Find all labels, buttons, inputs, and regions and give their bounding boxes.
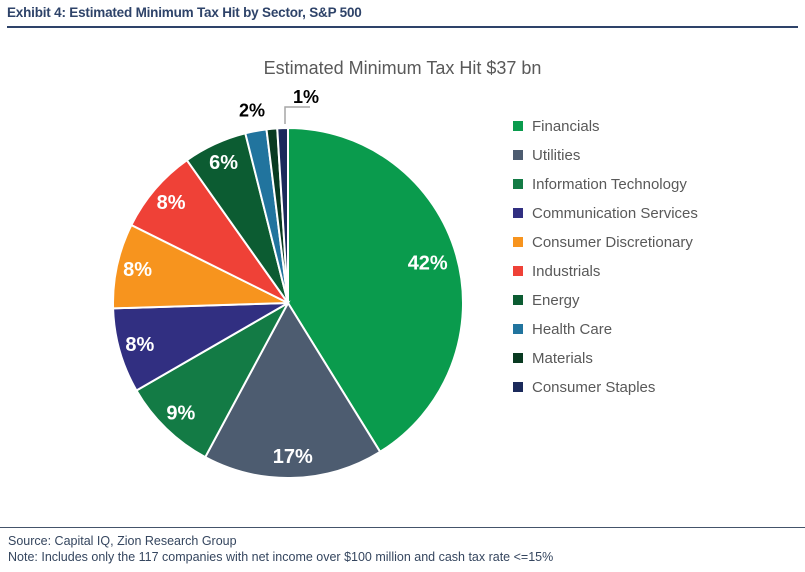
legend-swatch: [513, 382, 523, 392]
slice-label: 8%: [125, 334, 154, 356]
legend-swatch: [513, 179, 523, 189]
legend-swatch: [513, 150, 523, 160]
legend-label: Health Care: [532, 320, 613, 338]
slice-label: 8%: [157, 192, 186, 214]
legend-item-energy: Energy: [513, 290, 698, 310]
pie-slice-consumer-staples: [276, 126, 289, 304]
legend-item-health-care: Health Care: [513, 319, 698, 339]
legend-item-communication-services: Communication Services: [513, 203, 698, 223]
legend: Financials Utilities Information Technolog…: [513, 116, 698, 406]
legend-label: Energy: [532, 291, 580, 309]
legend-label: Information Technology: [532, 175, 687, 193]
note-line: Note: Includes only the 117 companies wi…: [8, 550, 554, 564]
legend-item-industrials: Industrials: [513, 261, 698, 281]
legend-label: Industrials: [532, 262, 601, 280]
pie-slice-information-technology: [135, 300, 291, 459]
legend-label: Consumer Discretionary: [532, 233, 693, 251]
legend-item-consumer-discretionary: Consumer Discretionary: [513, 232, 698, 252]
slice-label: 2%: [239, 100, 265, 120]
pie-slice-financials: [287, 126, 464, 454]
legend-swatch: [513, 353, 523, 363]
leader-line: [284, 106, 310, 124]
legend-item-financials: Financials: [513, 116, 698, 136]
legend-label: Materials: [532, 349, 593, 367]
legend-label: Consumer Staples: [532, 378, 656, 396]
legend-label: Communication Services: [532, 204, 698, 222]
slice-label: 17%: [273, 446, 313, 468]
slice-label: 9%: [166, 403, 195, 425]
pie-slice-utilities: [203, 301, 382, 479]
slice-label: 6%: [209, 152, 238, 174]
legend-item-utilities: Utilities: [513, 145, 698, 165]
legend-swatch: [513, 266, 523, 276]
source-line: Source: Capital IQ, Zion Research Group: [8, 534, 237, 548]
legend-swatch: [513, 324, 523, 334]
legend-label: Financials: [532, 117, 600, 135]
legend-swatch: [513, 295, 523, 305]
legend-item-information-technology: Information Technology: [513, 174, 698, 194]
legend-item-consumer-staples: Consumer Staples: [513, 377, 698, 397]
legend-swatch: [513, 237, 523, 247]
chart-footer: Source: Capital IQ, Zion Research Group …: [0, 527, 805, 565]
legend-swatch: [513, 208, 523, 218]
chart-title: Estimated Minimum Tax Hit $37 bn: [263, 58, 542, 78]
slice-label: 1%: [293, 87, 319, 107]
legend-item-materials: Materials: [513, 348, 698, 368]
legend-label: Utilities: [532, 146, 581, 164]
exhibit-title: Exhibit 4: Estimated Minimum Tax Hit by …: [7, 5, 798, 28]
legend-swatch: [513, 121, 523, 131]
slice-label: 8%: [123, 259, 152, 281]
slice-label: 42%: [408, 252, 448, 274]
